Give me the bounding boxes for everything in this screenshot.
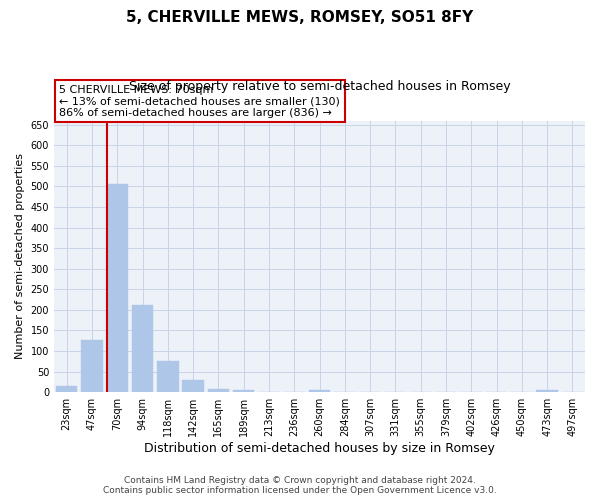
Title: Size of property relative to semi-detached houses in Romsey: Size of property relative to semi-detach… [129,80,511,93]
Bar [309,390,330,392]
Bar [157,362,179,392]
Text: 5 CHERVILLE MEWS: 70sqm
← 13% of semi-detached houses are smaller (130)
86% of s: 5 CHERVILLE MEWS: 70sqm ← 13% of semi-de… [59,84,340,118]
Bar [233,390,254,392]
X-axis label: Distribution of semi-detached houses by size in Romsey: Distribution of semi-detached houses by … [144,442,495,455]
Bar [81,340,103,392]
Bar [56,386,77,392]
Y-axis label: Number of semi-detached properties: Number of semi-detached properties [15,154,25,360]
Bar [182,380,204,392]
Text: Contains HM Land Registry data © Crown copyright and database right 2024.
Contai: Contains HM Land Registry data © Crown c… [103,476,497,495]
Bar [132,306,153,392]
Bar [536,390,558,392]
Bar [208,389,229,392]
Bar [107,184,128,392]
Text: 5, CHERVILLE MEWS, ROMSEY, SO51 8FY: 5, CHERVILLE MEWS, ROMSEY, SO51 8FY [127,10,473,25]
